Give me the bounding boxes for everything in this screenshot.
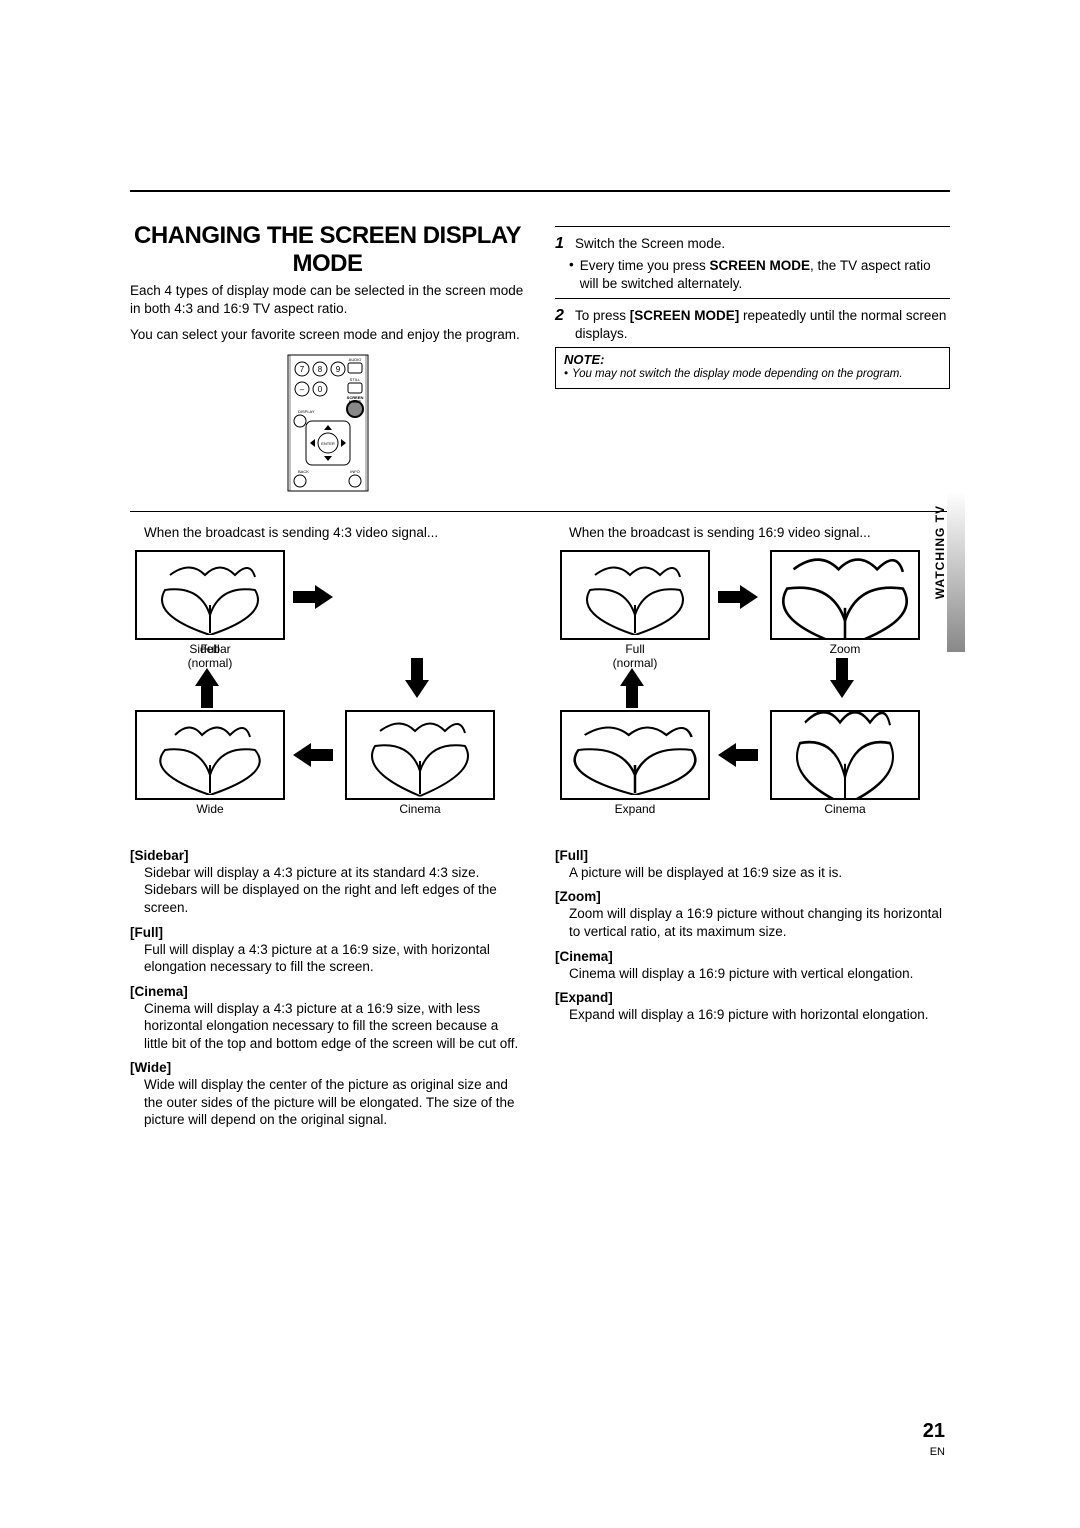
- mid-rule: [130, 511, 950, 512]
- arrow-up-icon: [620, 668, 644, 708]
- label-wide: Wide: [130, 802, 290, 816]
- page-lang: EN: [930, 1446, 945, 1458]
- label-full: Full: [130, 642, 290, 656]
- step-2: 2 To press [SCREEN MODE] repeatedly unti…: [555, 307, 950, 343]
- right-column-top: 1 Switch the Screen mode. • Every time y…: [555, 222, 950, 493]
- desc-h-expand: [Expand]: [555, 990, 950, 1005]
- svg-text:DISPLAY: DISPLAY: [298, 409, 315, 414]
- svg-text:8: 8: [317, 365, 322, 374]
- svg-text:0: 0: [317, 385, 322, 394]
- step-rule-mid: [555, 298, 950, 299]
- label-expand: Expand: [555, 802, 715, 816]
- step-1-text: Switch the Screen mode.: [575, 235, 725, 253]
- top-rule: [130, 190, 950, 192]
- desc-b-expand: Expand will display a 16:9 picture with …: [569, 1006, 950, 1024]
- step-rule-top: [555, 226, 950, 227]
- svg-text:MODE: MODE: [349, 399, 361, 404]
- page-number: 21: [923, 1420, 945, 1443]
- side-tab-text: WATCHING TV: [933, 505, 947, 599]
- label-full-r: Full(normal): [555, 642, 715, 671]
- step-1-num: 1: [555, 235, 569, 253]
- page: CHANGING THE SCREEN DISPLAY MODE Each 4 …: [0, 0, 1080, 1189]
- svg-text:–: –: [299, 385, 304, 394]
- note-item: • You may not switch the display mode de…: [564, 367, 941, 382]
- desc-h-zoom: [Zoom]: [555, 889, 950, 904]
- intro-2: You can select your favorite screen mode…: [130, 326, 525, 344]
- desc-b-full-l: Full will display a 4:3 picture at a 16:…: [144, 941, 525, 976]
- arrow-down-icon: [830, 658, 854, 698]
- note-box: NOTE: • You may not switch the display m…: [555, 347, 950, 389]
- side-tab: [947, 492, 965, 652]
- desc-b-wide: Wide will display the center of the pict…: [144, 1076, 525, 1129]
- left-column-bottom: When the broadcast is sending 4:3 video …: [130, 524, 525, 1129]
- note-text: You may not switch the display mode depe…: [572, 367, 903, 382]
- desc-b-zoom: Zoom will display a 16:9 picture without…: [569, 905, 950, 940]
- desc-b-cinema-l: Cinema will display a 4:3 picture at a 1…: [144, 1000, 525, 1053]
- mode-cell-full: Full: [130, 550, 290, 656]
- section-title: CHANGING THE SCREEN DISPLAY MODE: [130, 222, 525, 278]
- remote-diagram: 7 8 9 AUDIO – 0 STILL SCREEN MODE DISPLA…: [258, 353, 398, 493]
- desc-h-sidebar: [Sidebar]: [130, 848, 525, 863]
- right-descriptions: [Full] A picture will be displayed at 16…: [555, 848, 950, 1024]
- left-signal-text: When the broadcast is sending 4:3 video …: [144, 524, 525, 542]
- mode-cell-cinema: Cinema: [340, 710, 500, 816]
- svg-text:STILL: STILL: [349, 377, 360, 382]
- arrow-down-icon: [405, 658, 429, 698]
- step-1-bullet-text: Every time you press SCREEN MODE, the TV…: [580, 257, 950, 293]
- desc-b-sidebar: Sidebar will display a 4:3 picture at it…: [144, 864, 525, 917]
- desc-b-full-r: A picture will be displayed at 16:9 size…: [569, 864, 950, 882]
- top-columns: CHANGING THE SCREEN DISPLAY MODE Each 4 …: [130, 222, 950, 493]
- bullet-dot: •: [569, 257, 574, 293]
- arrow-left-icon: [718, 743, 758, 767]
- svg-text:7: 7: [299, 365, 304, 374]
- step-2-text: To press [SCREEN MODE] repeatedly until …: [575, 307, 950, 343]
- step-1-bullet: • Every time you press SCREEN MODE, the …: [569, 257, 950, 293]
- right-column-bottom: When the broadcast is sending 16:9 video…: [555, 524, 950, 1129]
- mode-cell-full-r: Full(normal): [555, 550, 715, 671]
- note-title: NOTE:: [564, 352, 941, 367]
- svg-text:ENTER: ENTER: [321, 441, 335, 446]
- label-zoom: Zoom: [765, 642, 925, 656]
- arrow-up-icon: [195, 668, 219, 708]
- label-cinema: Cinema: [340, 802, 500, 816]
- desc-b-cinema-r: Cinema will display a 16:9 picture with …: [569, 965, 950, 983]
- desc-h-wide: [Wide]: [130, 1060, 525, 1075]
- svg-text:AUDIO: AUDIO: [348, 357, 361, 362]
- desc-h-full-l: [Full]: [130, 925, 525, 940]
- desc-h-cinema-r: [Cinema]: [555, 949, 950, 964]
- intro-1: Each 4 types of display mode can be sele…: [130, 282, 525, 318]
- svg-text:INFO: INFO: [350, 469, 360, 474]
- mode-cell-zoom: Zoom: [765, 550, 925, 656]
- arrow-right-icon: [718, 585, 758, 609]
- right-diagram: Full(normal) Zoom Expand: [555, 550, 925, 830]
- step-2-num: 2: [555, 307, 569, 343]
- desc-h-full-r: [Full]: [555, 848, 950, 863]
- label-cinema-r: Cinema: [765, 802, 925, 816]
- step-1: 1 Switch the Screen mode.: [555, 235, 950, 253]
- right-signal-text: When the broadcast is sending 16:9 video…: [569, 524, 950, 542]
- left-diagram: Sidebar(normal) Full Wide: [130, 550, 500, 830]
- left-column-top: CHANGING THE SCREEN DISPLAY MODE Each 4 …: [130, 222, 525, 493]
- svg-text:9: 9: [335, 365, 340, 374]
- note-bullet: •: [564, 367, 568, 382]
- mode-cell-expand: Expand: [555, 710, 715, 816]
- left-descriptions: [Sidebar] Sidebar will display a 4:3 pic…: [130, 848, 525, 1129]
- arrow-right-icon: [293, 585, 333, 609]
- desc-h-cinema-l: [Cinema]: [130, 984, 525, 999]
- mode-cell-cinema-r: Cinema: [765, 710, 925, 816]
- arrow-left-icon: [293, 743, 333, 767]
- bottom-columns: When the broadcast is sending 4:3 video …: [130, 524, 950, 1129]
- mode-cell-wide: Wide: [130, 710, 290, 816]
- svg-text:BACK: BACK: [298, 469, 309, 474]
